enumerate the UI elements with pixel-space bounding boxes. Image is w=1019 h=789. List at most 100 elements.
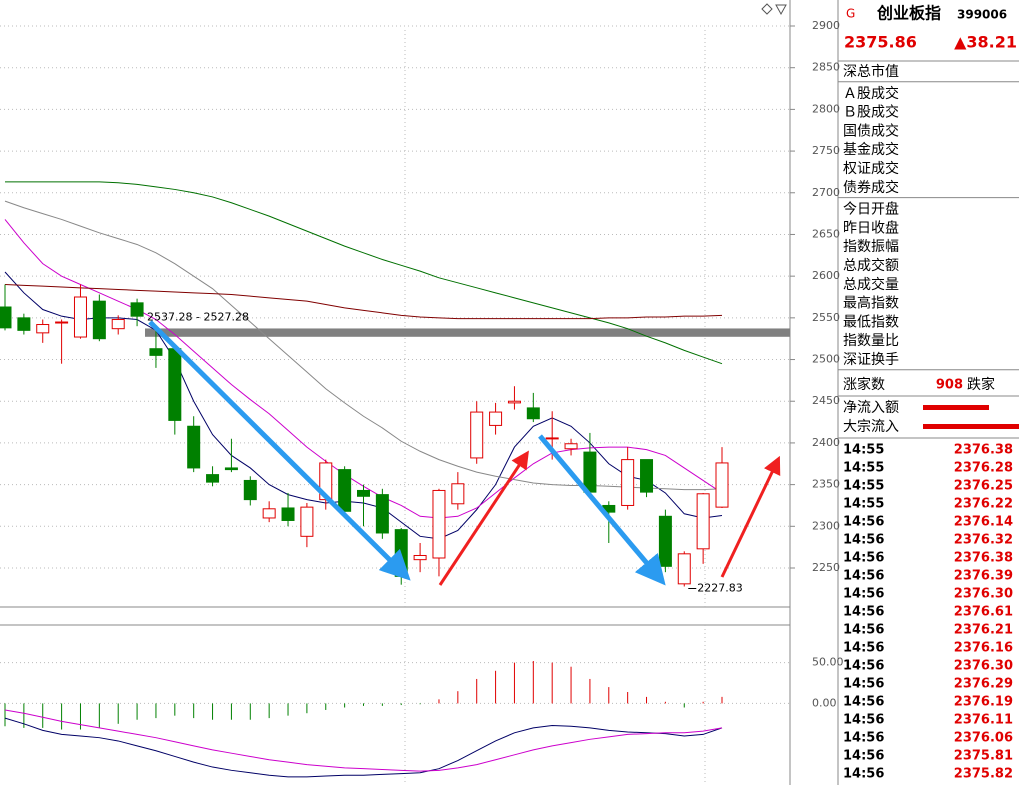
candle-body bbox=[338, 469, 352, 512]
tick-price: 2376.38 bbox=[954, 443, 1013, 458]
candle-body bbox=[640, 459, 654, 493]
candle-body bbox=[413, 554, 427, 561]
candle-body bbox=[545, 437, 559, 440]
field-label: Ａ股成交 bbox=[843, 85, 899, 102]
candle-body bbox=[0, 306, 12, 329]
flow-bar bbox=[923, 405, 989, 410]
candle-body bbox=[507, 400, 521, 404]
tick-price: 2376.32 bbox=[954, 533, 1013, 548]
band-label: 2537.28 - 2527.28 bbox=[147, 310, 249, 323]
candle-body bbox=[715, 462, 729, 508]
low-label: 2227.83 bbox=[697, 581, 743, 594]
tick-time: 14:56 bbox=[843, 767, 884, 782]
y-tick-label: 2550 bbox=[812, 311, 840, 324]
index-name: 创业板指 bbox=[876, 4, 941, 23]
field-label: 涨家数 bbox=[843, 376, 885, 393]
candle-body bbox=[149, 348, 163, 356]
ma-line bbox=[5, 181, 723, 365]
candle-body bbox=[375, 494, 389, 534]
quote-panel: G 创业板指 399006 2375.86 ▲38.21 深总市值 Ａ股成交 Ｂ股成交国债成交… bbox=[838, 4, 1019, 782]
macd-line bbox=[4, 717, 723, 778]
candle-body bbox=[470, 411, 484, 459]
field-label: 权证成交 bbox=[843, 160, 899, 177]
tick-time: 14:55 bbox=[843, 443, 884, 458]
icon[interactable] bbox=[761, 3, 773, 15]
tick-price: 2376.29 bbox=[954, 677, 1013, 692]
field-label: 总成交额 bbox=[843, 257, 899, 274]
tick-price: 2376.11 bbox=[954, 713, 1013, 728]
candle-body bbox=[451, 483, 465, 505]
tick-time: 14:55 bbox=[843, 479, 884, 494]
tick-time: 14:56 bbox=[843, 713, 884, 728]
y-tick-label: 2850 bbox=[812, 61, 840, 74]
field-label: 昨日收盘 bbox=[843, 219, 899, 236]
y-tick-label: 2500 bbox=[812, 353, 840, 366]
field-label: 净流入额 bbox=[843, 400, 899, 416]
candle-body bbox=[621, 459, 635, 506]
tick-price: 2376.22 bbox=[954, 497, 1013, 512]
candle-body bbox=[55, 321, 69, 324]
field-label: 指数振幅 bbox=[843, 239, 899, 255]
field-label: 国债成交 bbox=[843, 122, 899, 139]
index-prefix: G bbox=[846, 7, 855, 21]
candle-body bbox=[187, 425, 201, 469]
tick-price: 2376.21 bbox=[954, 623, 1013, 638]
candle-body bbox=[224, 467, 238, 471]
y-tick-label: 2350 bbox=[812, 478, 840, 491]
tick-time: 14:55 bbox=[843, 497, 884, 512]
y-tick-label: 2250 bbox=[812, 561, 840, 574]
candle-body bbox=[526, 407, 540, 420]
icon[interactable] bbox=[775, 4, 787, 16]
tick-price: 2375.81 bbox=[954, 749, 1013, 764]
tick-price: 2376.39 bbox=[954, 569, 1013, 584]
macd-line bbox=[4, 709, 723, 772]
tick-price: 2376.61 bbox=[954, 605, 1013, 620]
tick-price: 2376.30 bbox=[954, 659, 1013, 674]
arrow bbox=[720, 455, 781, 578]
field-label: 总成交量 bbox=[843, 276, 899, 293]
field-label: 今日开盘 bbox=[843, 201, 899, 218]
band bbox=[145, 328, 790, 337]
y-tick-label: 2800 bbox=[812, 102, 840, 115]
y-tick-label: 0.00 bbox=[812, 696, 837, 709]
y-tick-label: 2300 bbox=[812, 519, 840, 532]
candle-body bbox=[658, 515, 672, 567]
field-label: 跌家 bbox=[967, 376, 995, 393]
tick-time: 14:56 bbox=[843, 659, 884, 674]
y-tick-label: 2600 bbox=[812, 269, 840, 282]
candle-body bbox=[243, 479, 257, 501]
y-tick-label: 2450 bbox=[812, 394, 840, 407]
field-label: 债券成交 bbox=[843, 179, 899, 196]
tick-time: 14:55 bbox=[843, 461, 884, 476]
y-tick-label: 2750 bbox=[812, 144, 840, 157]
tick-price: 2376.14 bbox=[954, 515, 1013, 530]
candle-body bbox=[206, 474, 220, 483]
candle-body bbox=[262, 508, 276, 519]
field-label: 基金成交 bbox=[843, 141, 899, 158]
tick-time: 14:56 bbox=[843, 731, 884, 746]
ma-line bbox=[4, 200, 723, 491]
field-label: 深总市值 bbox=[843, 63, 899, 80]
tick-price: 2376.06 bbox=[954, 731, 1013, 746]
candle-body bbox=[677, 553, 691, 585]
tick-time: 14:56 bbox=[843, 677, 884, 692]
field-label: 最高指数 bbox=[843, 295, 899, 312]
index-price: 2375.86 bbox=[844, 33, 917, 52]
candle-body bbox=[281, 507, 295, 521]
tick-time: 14:56 bbox=[843, 551, 884, 566]
tick-time: 14:56 bbox=[843, 533, 884, 548]
tick-price: 2376.38 bbox=[954, 551, 1013, 566]
field-label: Ｂ股成交 bbox=[843, 104, 899, 121]
y-tick-label: 50.00 bbox=[812, 656, 844, 669]
ma-line bbox=[4, 219, 723, 519]
candle-body bbox=[92, 300, 106, 340]
candle-body bbox=[111, 319, 125, 330]
tick-time: 14:56 bbox=[843, 749, 884, 764]
y-tick-label: 2700 bbox=[812, 186, 840, 199]
field-label: 指数量比 bbox=[843, 333, 899, 349]
main-chart: 2250 2300 2350 2400 2450 2500 2550 2600 2650 2700… bbox=[0, 19, 844, 778]
arrow bbox=[148, 320, 411, 581]
flow-bar bbox=[923, 424, 1019, 429]
tick-price: 2376.28 bbox=[954, 461, 1013, 476]
candle-body bbox=[168, 348, 182, 421]
